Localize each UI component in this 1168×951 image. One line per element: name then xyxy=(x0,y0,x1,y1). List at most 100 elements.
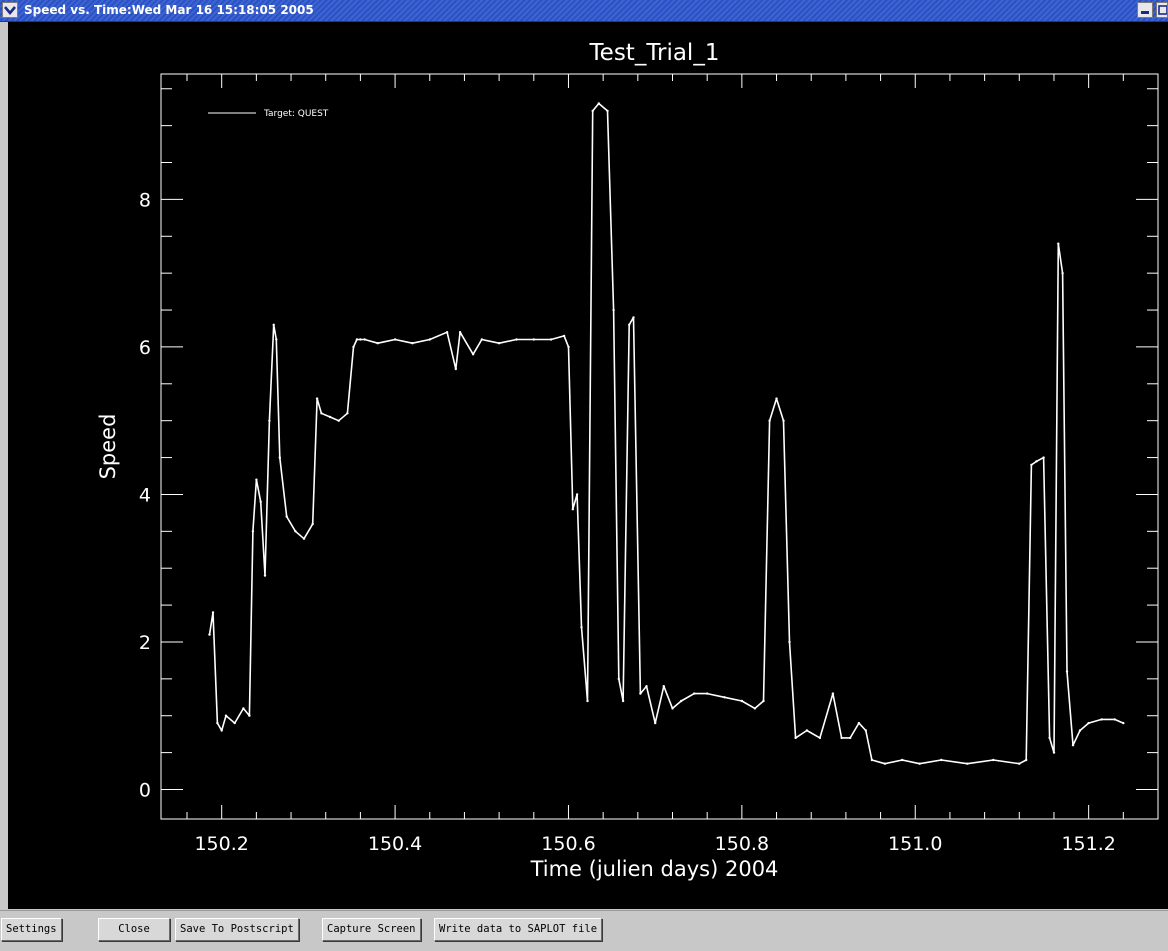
data-point xyxy=(782,419,785,422)
chart-title: Test_Trial_1 xyxy=(589,40,720,66)
y-tick-label: 8 xyxy=(139,189,151,211)
window-titlebar[interactable]: Speed vs. Time:Wed Mar 16 15:18:05 2005 xyxy=(0,0,1168,22)
data-point xyxy=(532,338,535,341)
chevron-down-glyph xyxy=(4,6,16,16)
settings-button[interactable]: Settings xyxy=(1,918,62,941)
data-point xyxy=(393,338,397,341)
data-point xyxy=(940,758,943,762)
data-point xyxy=(311,522,314,526)
data-point xyxy=(621,699,625,703)
data-point xyxy=(1113,718,1116,721)
x-tick-label: 150.4 xyxy=(368,833,422,855)
data-point xyxy=(272,323,275,326)
data-point xyxy=(918,762,921,765)
maximize-icon[interactable] xyxy=(1156,2,1168,18)
window-title: Speed vs. Time:Wed Mar 16 15:18:05 2005 xyxy=(24,3,314,17)
data-point xyxy=(723,696,726,699)
data-point xyxy=(883,762,887,765)
data-point xyxy=(302,537,306,540)
y-tick-label: 0 xyxy=(139,779,151,801)
data-point xyxy=(805,729,809,732)
data-point xyxy=(606,109,609,113)
data-point xyxy=(445,331,449,334)
data-point xyxy=(571,508,574,511)
y-axis-label: Speed xyxy=(96,414,120,480)
data-point xyxy=(224,714,228,717)
data-point xyxy=(458,331,462,334)
data-point xyxy=(515,338,518,341)
data-point xyxy=(328,415,332,419)
data-point xyxy=(775,397,778,400)
data-point xyxy=(1071,744,1075,747)
data-point xyxy=(645,685,648,688)
data-point xyxy=(259,500,262,503)
x-tick-label: 150.6 xyxy=(541,833,595,855)
data-point xyxy=(471,353,475,356)
data-point xyxy=(768,419,771,422)
data-point xyxy=(1030,463,1033,467)
data-point xyxy=(562,334,566,338)
write-saplot-button[interactable]: Write data to SAPLOT file xyxy=(434,918,603,941)
data-point xyxy=(628,323,631,326)
data-point xyxy=(639,692,642,695)
y-tick-label: 2 xyxy=(139,632,151,654)
data-point xyxy=(352,345,355,349)
data-point xyxy=(263,574,267,577)
close-button[interactable]: Close xyxy=(98,918,170,941)
data-point xyxy=(591,109,594,113)
data-point xyxy=(870,758,874,762)
data-point xyxy=(1078,729,1082,732)
data-point xyxy=(211,611,215,614)
capture-screen-button[interactable]: Capture Screen xyxy=(322,918,421,941)
data-point xyxy=(567,345,570,349)
data-point xyxy=(680,699,683,703)
data-point xyxy=(753,707,757,710)
data-point xyxy=(831,692,835,695)
data-point xyxy=(285,515,288,518)
data-point xyxy=(216,721,219,725)
data-point xyxy=(706,692,709,695)
legend-entry-label: Target: QUEST xyxy=(263,109,329,119)
data-point xyxy=(1065,670,1069,673)
data-point xyxy=(788,640,791,644)
x-axis-label: Time (julien days) 2004 xyxy=(530,857,779,881)
data-point xyxy=(220,729,223,732)
x-tick-label: 150.8 xyxy=(715,833,769,855)
save-to-postscript-button[interactable]: Save To Postscript xyxy=(175,918,299,941)
data-point xyxy=(233,721,236,725)
y-tick-label: 4 xyxy=(139,484,151,506)
data-point xyxy=(346,412,349,415)
data-point xyxy=(1035,460,1038,463)
x-tick-label: 150.2 xyxy=(194,833,248,855)
data-point xyxy=(355,338,359,341)
data-point xyxy=(1100,718,1103,721)
data-point xyxy=(275,338,278,341)
chevron-down-icon[interactable] xyxy=(2,2,18,18)
speed-time-chart: Test_Trial_1 150.2 150.4 150.6 150.8 151.0 151… xyxy=(96,40,1159,881)
data-point xyxy=(497,342,501,345)
data-point xyxy=(1042,456,1045,459)
data-point xyxy=(411,342,414,345)
data-point xyxy=(268,419,271,422)
data-point xyxy=(740,699,744,703)
data-point xyxy=(693,692,696,695)
data-point xyxy=(1048,736,1051,740)
data-point xyxy=(1057,242,1060,245)
data-point xyxy=(480,338,483,341)
minimize-icon[interactable] xyxy=(1137,2,1153,18)
plot-area: Test_Trial_1 150.2 150.4 150.6 150.8 151.0 151… xyxy=(8,22,1168,909)
data-point xyxy=(864,729,867,732)
plot-frame xyxy=(160,73,1159,820)
data-point xyxy=(612,308,615,312)
data-point xyxy=(992,758,995,762)
toolbar: Settings Close Save To Postscript Captur… xyxy=(0,910,1168,951)
data-point xyxy=(1087,721,1090,725)
maximize-glyph xyxy=(1158,5,1168,15)
data-point xyxy=(376,342,379,345)
data-point xyxy=(966,762,969,765)
data-point xyxy=(255,478,258,481)
data-point xyxy=(849,736,852,740)
data-point xyxy=(580,626,583,629)
data-point xyxy=(248,714,251,717)
data-point xyxy=(363,338,366,341)
